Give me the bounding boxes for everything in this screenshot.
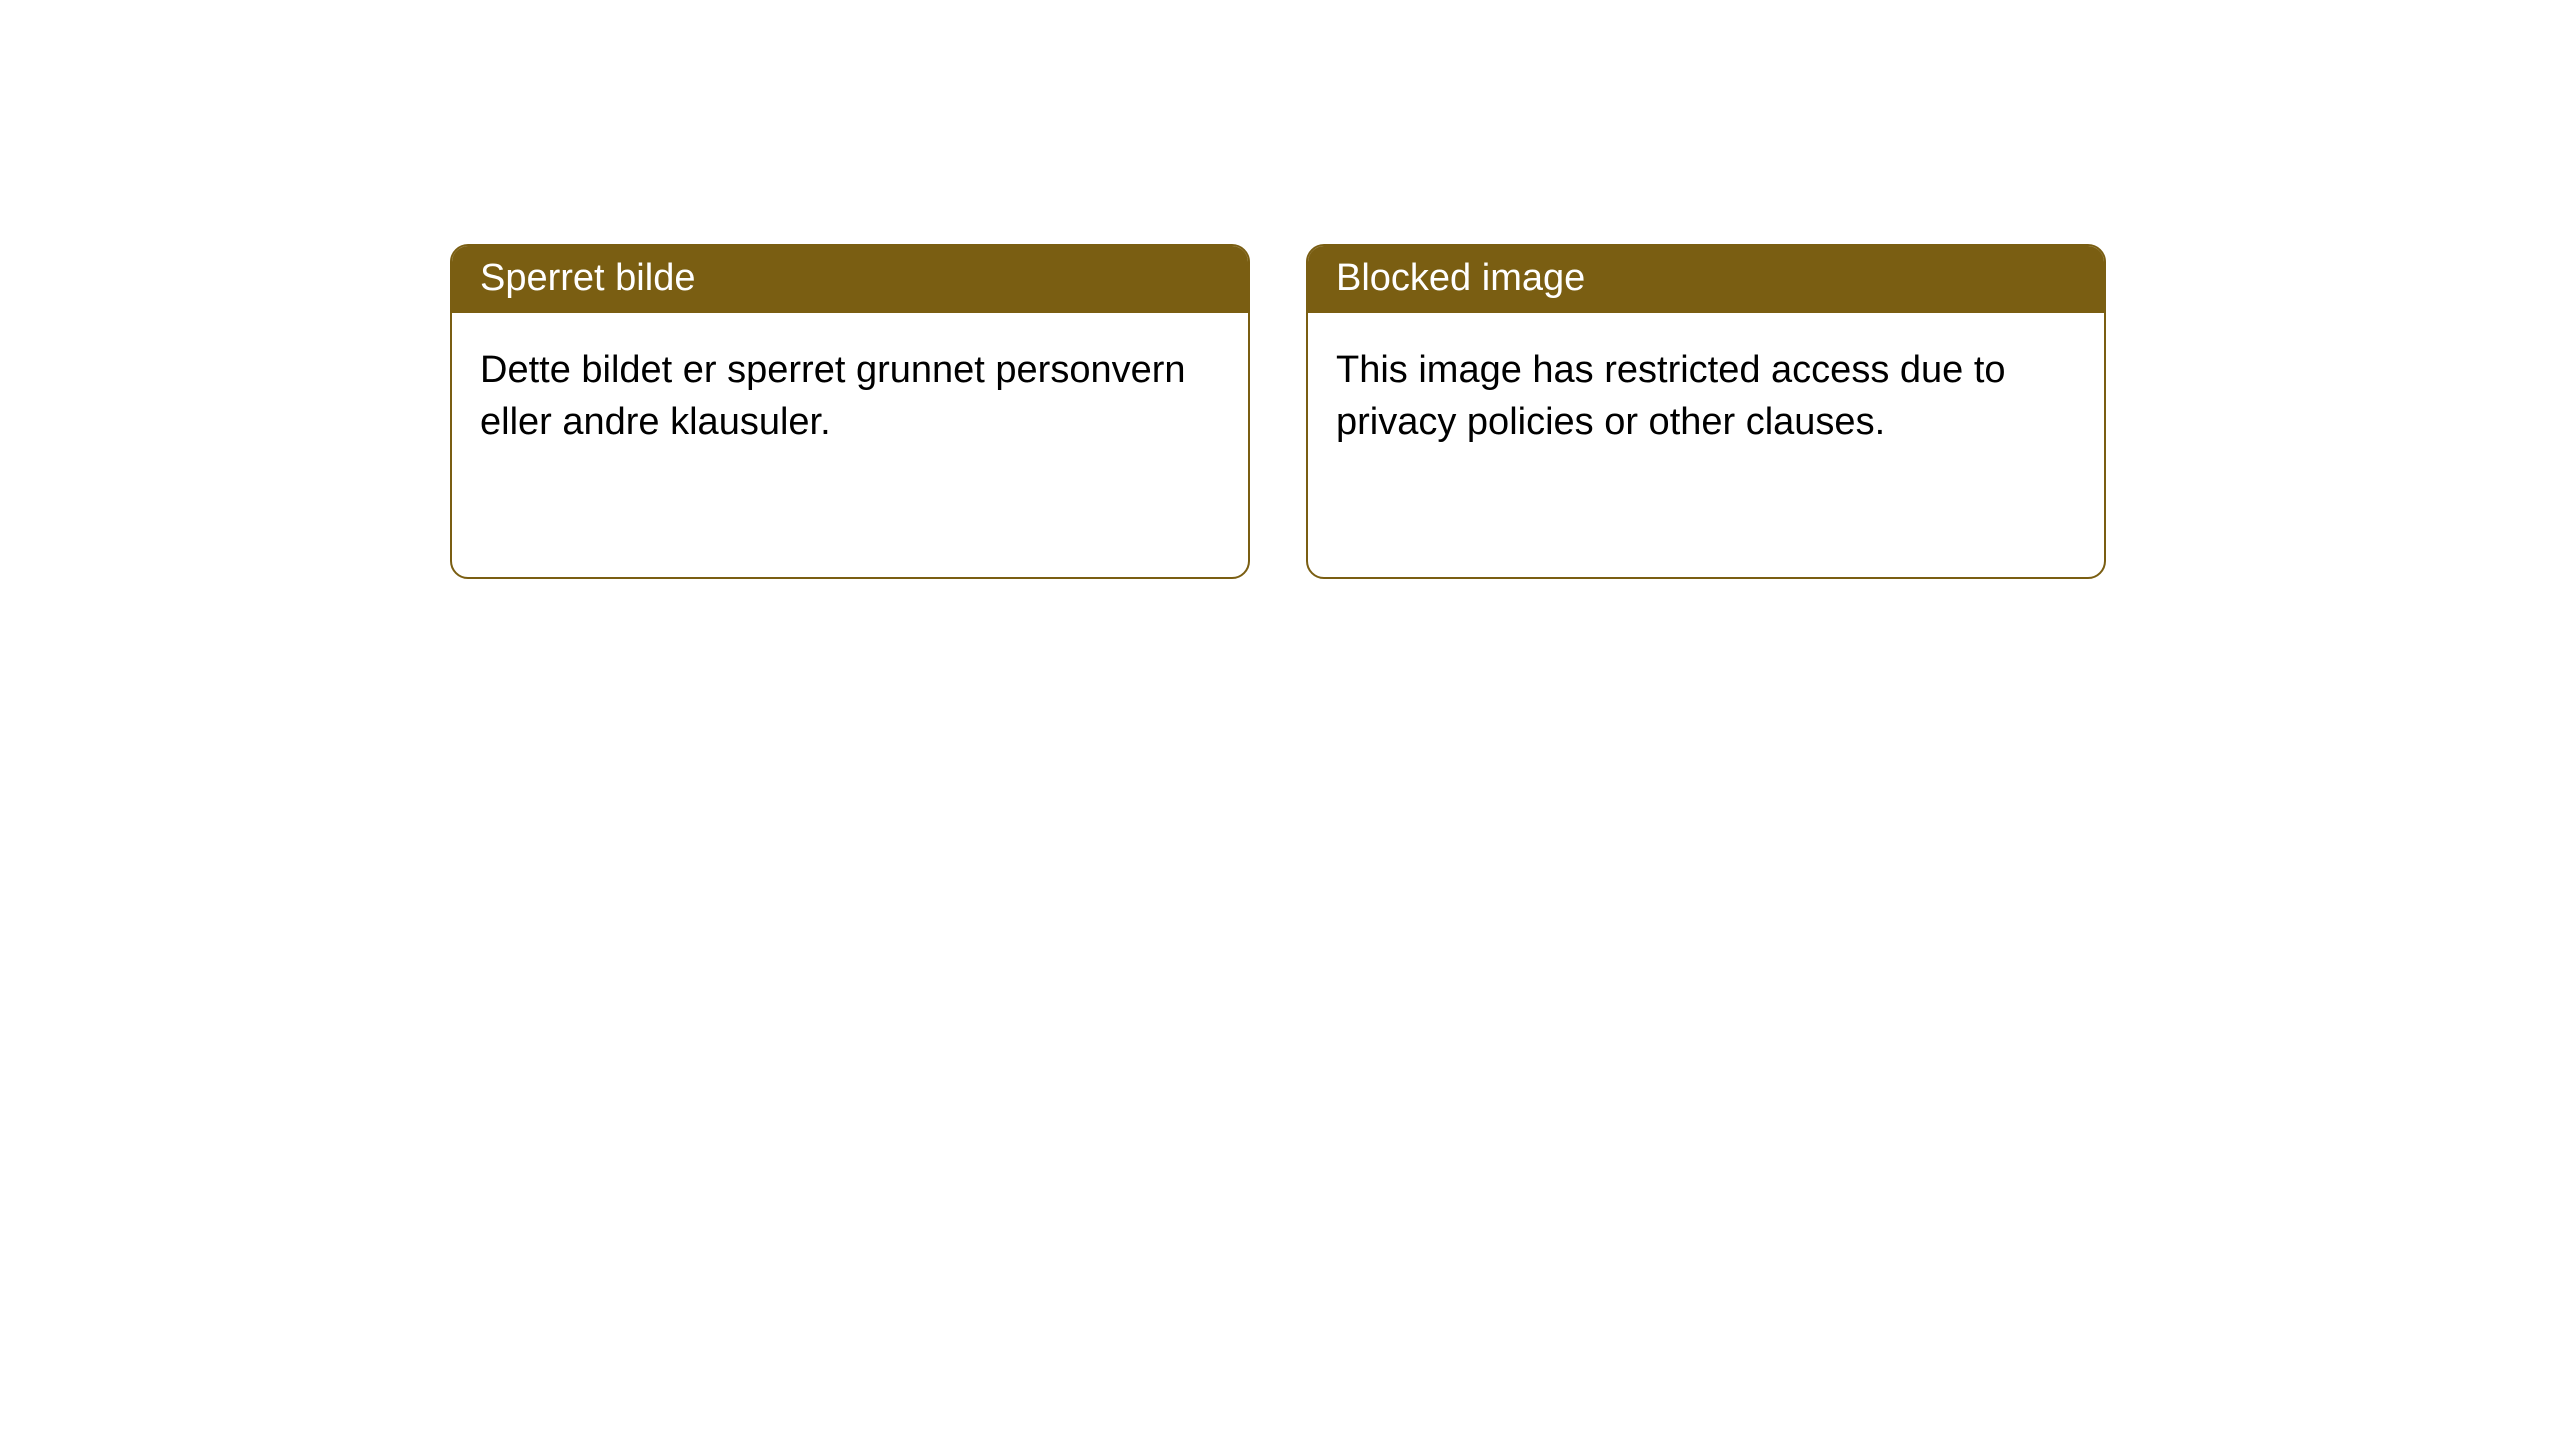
notice-body-norwegian: Dette bildet er sperret grunnet personve… xyxy=(452,313,1248,480)
notice-container: Sperret bilde Dette bildet er sperret gr… xyxy=(450,244,2106,579)
notice-card-norwegian: Sperret bilde Dette bildet er sperret gr… xyxy=(450,244,1250,579)
notice-card-english: Blocked image This image has restricted … xyxy=(1306,244,2106,579)
notice-title-english: Blocked image xyxy=(1308,246,2104,313)
notice-body-english: This image has restricted access due to … xyxy=(1308,313,2104,480)
notice-title-norwegian: Sperret bilde xyxy=(452,246,1248,313)
